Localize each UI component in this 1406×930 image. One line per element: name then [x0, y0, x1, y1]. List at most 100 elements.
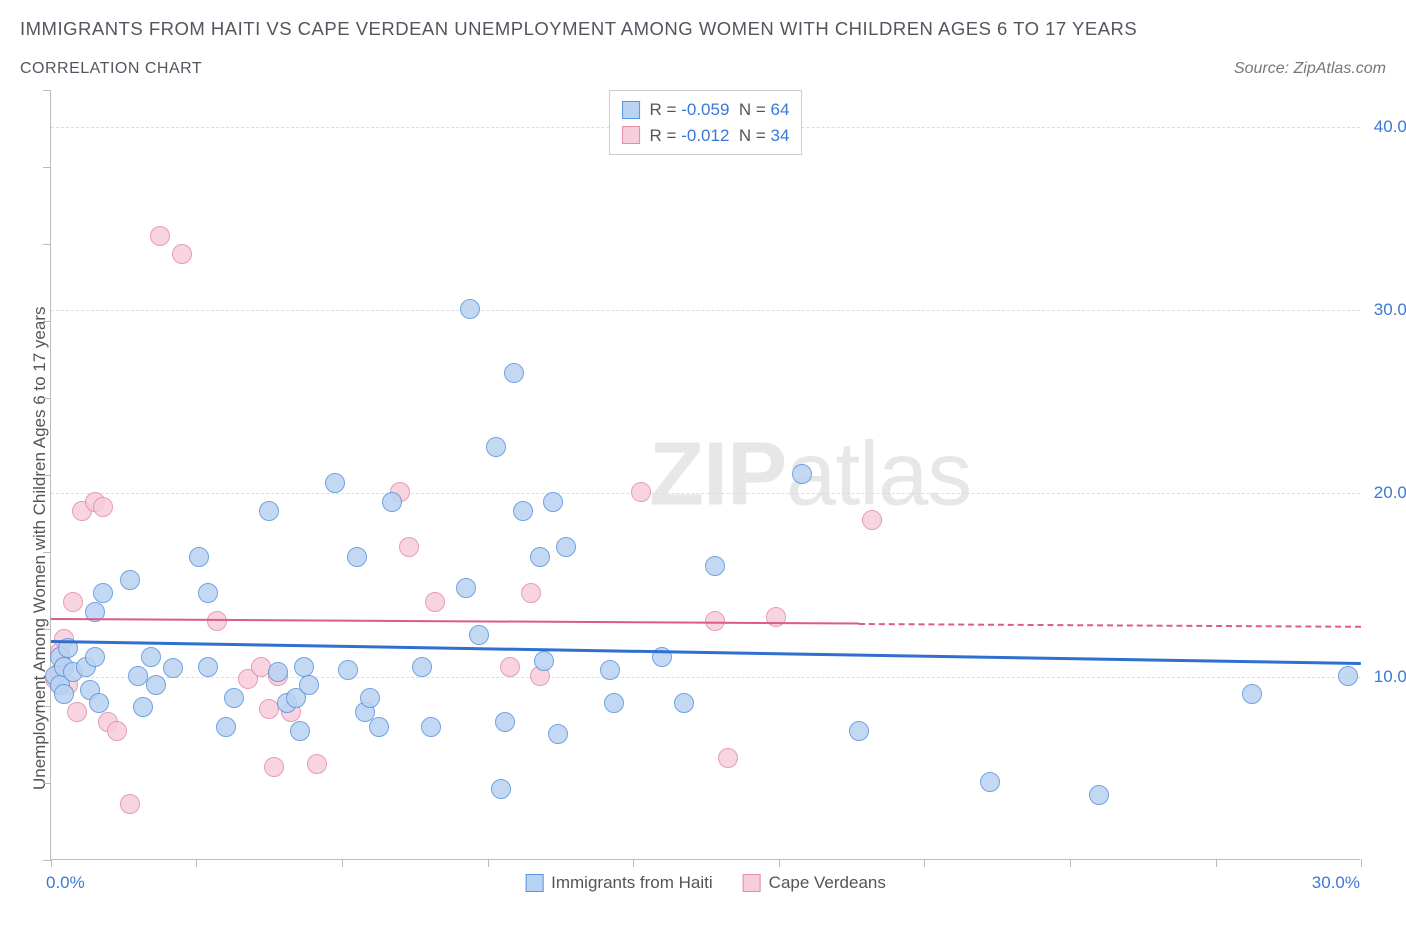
- y-tick-label: 40.0%: [1374, 117, 1406, 137]
- data-point: [307, 754, 327, 774]
- gridline: [51, 310, 1360, 311]
- data-point: [85, 647, 105, 667]
- chart-subtitle: CORRELATION CHART: [20, 60, 202, 78]
- data-point: [495, 712, 515, 732]
- data-point: [224, 688, 244, 708]
- x-tick: [1361, 859, 1362, 867]
- data-point: [299, 675, 319, 695]
- data-point: [486, 437, 506, 457]
- data-point: [325, 473, 345, 493]
- data-point: [369, 717, 389, 737]
- legend-swatch: [622, 101, 640, 119]
- data-point: [133, 697, 153, 717]
- data-point: [425, 592, 445, 612]
- x-tick: [1216, 859, 1217, 867]
- data-point: [521, 583, 541, 603]
- y-tick-label: 10.0%: [1374, 667, 1406, 687]
- y-tick: [43, 475, 51, 476]
- data-point: [460, 299, 480, 319]
- x-tick: [342, 859, 343, 867]
- data-point: [189, 547, 209, 567]
- x-tick: [633, 859, 634, 867]
- data-point: [93, 583, 113, 603]
- data-point: [150, 226, 170, 246]
- data-point: [556, 537, 576, 557]
- data-point: [264, 757, 284, 777]
- data-point: [120, 570, 140, 590]
- data-point: [89, 693, 109, 713]
- data-point: [412, 657, 432, 677]
- y-tick: [43, 783, 51, 784]
- x-tick: [1070, 859, 1071, 867]
- y-tick: [43, 706, 51, 707]
- chart-title: IMMIGRANTS FROM HAITI VS CAPE VERDEAN UN…: [20, 18, 1137, 40]
- scatter-chart: ZIPatlas 10.0%20.0%30.0%40.0%0.0%30.0%Im…: [50, 90, 1360, 860]
- y-tick: [43, 244, 51, 245]
- data-point: [792, 464, 812, 484]
- data-point: [347, 547, 367, 567]
- data-point: [674, 693, 694, 713]
- data-point: [849, 721, 869, 741]
- y-tick: [43, 552, 51, 553]
- data-point: [198, 583, 218, 603]
- top-legend: R = -0.059 N = 64R = -0.012 N = 34: [609, 90, 803, 155]
- data-point: [399, 537, 419, 557]
- data-point: [600, 660, 620, 680]
- data-point: [290, 721, 310, 741]
- data-point: [146, 675, 166, 695]
- y-tick: [43, 860, 51, 861]
- bottom-legend: Immigrants from Haiti Cape Verdeans: [525, 873, 886, 893]
- data-point: [1089, 785, 1109, 805]
- legend-swatch: [743, 874, 761, 892]
- data-point: [120, 794, 140, 814]
- data-point: [382, 492, 402, 512]
- x-tick: [779, 859, 780, 867]
- data-point: [67, 702, 87, 722]
- data-point: [93, 497, 113, 517]
- data-point: [163, 658, 183, 678]
- y-tick: [43, 167, 51, 168]
- data-point: [141, 647, 161, 667]
- data-point: [504, 363, 524, 383]
- data-point: [500, 657, 520, 677]
- trend-line: [859, 623, 1361, 628]
- data-point: [530, 547, 550, 567]
- data-point: [705, 611, 725, 631]
- legend-row: R = -0.012 N = 34: [622, 123, 790, 149]
- data-point: [259, 501, 279, 521]
- data-point: [548, 724, 568, 744]
- data-point: [862, 510, 882, 530]
- legend-label: Immigrants from Haiti: [551, 873, 713, 893]
- y-axis-label: Unemployment Among Women with Children A…: [30, 307, 50, 791]
- data-point: [718, 748, 738, 768]
- legend-swatch: [525, 874, 543, 892]
- data-point: [63, 592, 83, 612]
- data-point: [1338, 666, 1358, 686]
- data-point: [360, 688, 380, 708]
- x-tick: [924, 859, 925, 867]
- legend-item: Immigrants from Haiti: [525, 873, 713, 893]
- data-point: [338, 660, 358, 680]
- data-point: [469, 625, 489, 645]
- legend-swatch: [622, 126, 640, 144]
- data-point: [198, 657, 218, 677]
- data-point: [513, 501, 533, 521]
- legend-item: Cape Verdeans: [743, 873, 886, 893]
- data-point: [216, 717, 236, 737]
- data-point: [543, 492, 563, 512]
- data-point: [421, 717, 441, 737]
- data-point: [705, 556, 725, 576]
- trend-line: [51, 618, 859, 625]
- y-tick: [43, 398, 51, 399]
- y-tick: [43, 90, 51, 91]
- legend-label: Cape Verdeans: [769, 873, 886, 893]
- legend-row: R = -0.059 N = 64: [622, 97, 790, 123]
- data-point: [491, 779, 511, 799]
- y-tick-label: 20.0%: [1374, 483, 1406, 503]
- x-tick: [51, 859, 52, 867]
- source-label: Source: ZipAtlas.com: [1234, 60, 1386, 78]
- legend-stats: R = -0.059 N = 64: [650, 97, 790, 123]
- x-tick-label: 0.0%: [46, 873, 85, 893]
- data-point: [294, 657, 314, 677]
- data-point: [534, 651, 554, 671]
